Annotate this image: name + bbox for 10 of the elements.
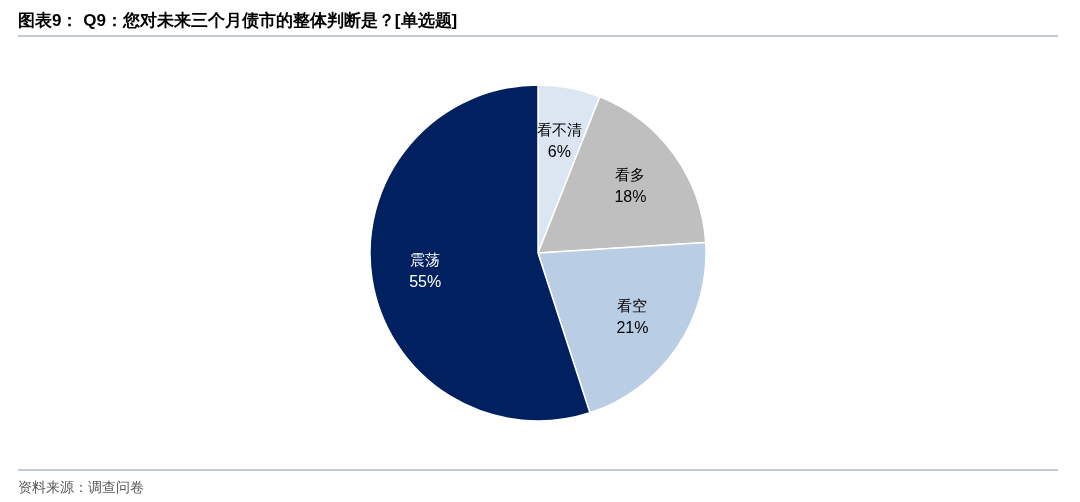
slice-label: 看多 [615, 165, 646, 183]
data-label: 18% [614, 187, 647, 205]
data-label: 55% [409, 272, 442, 290]
slice-label: 看空 [617, 297, 648, 315]
data-label: 21% [616, 319, 649, 337]
chart-title: 图表9： Q9：您对未来三个月债市的整体判断是？[单选题] [18, 11, 458, 30]
text: 资料来源：调查问卷 [18, 479, 144, 495]
slice-label: 震荡 [410, 250, 441, 268]
data-label: 6% [547, 142, 571, 160]
slice-label: 看不清 [536, 120, 582, 138]
